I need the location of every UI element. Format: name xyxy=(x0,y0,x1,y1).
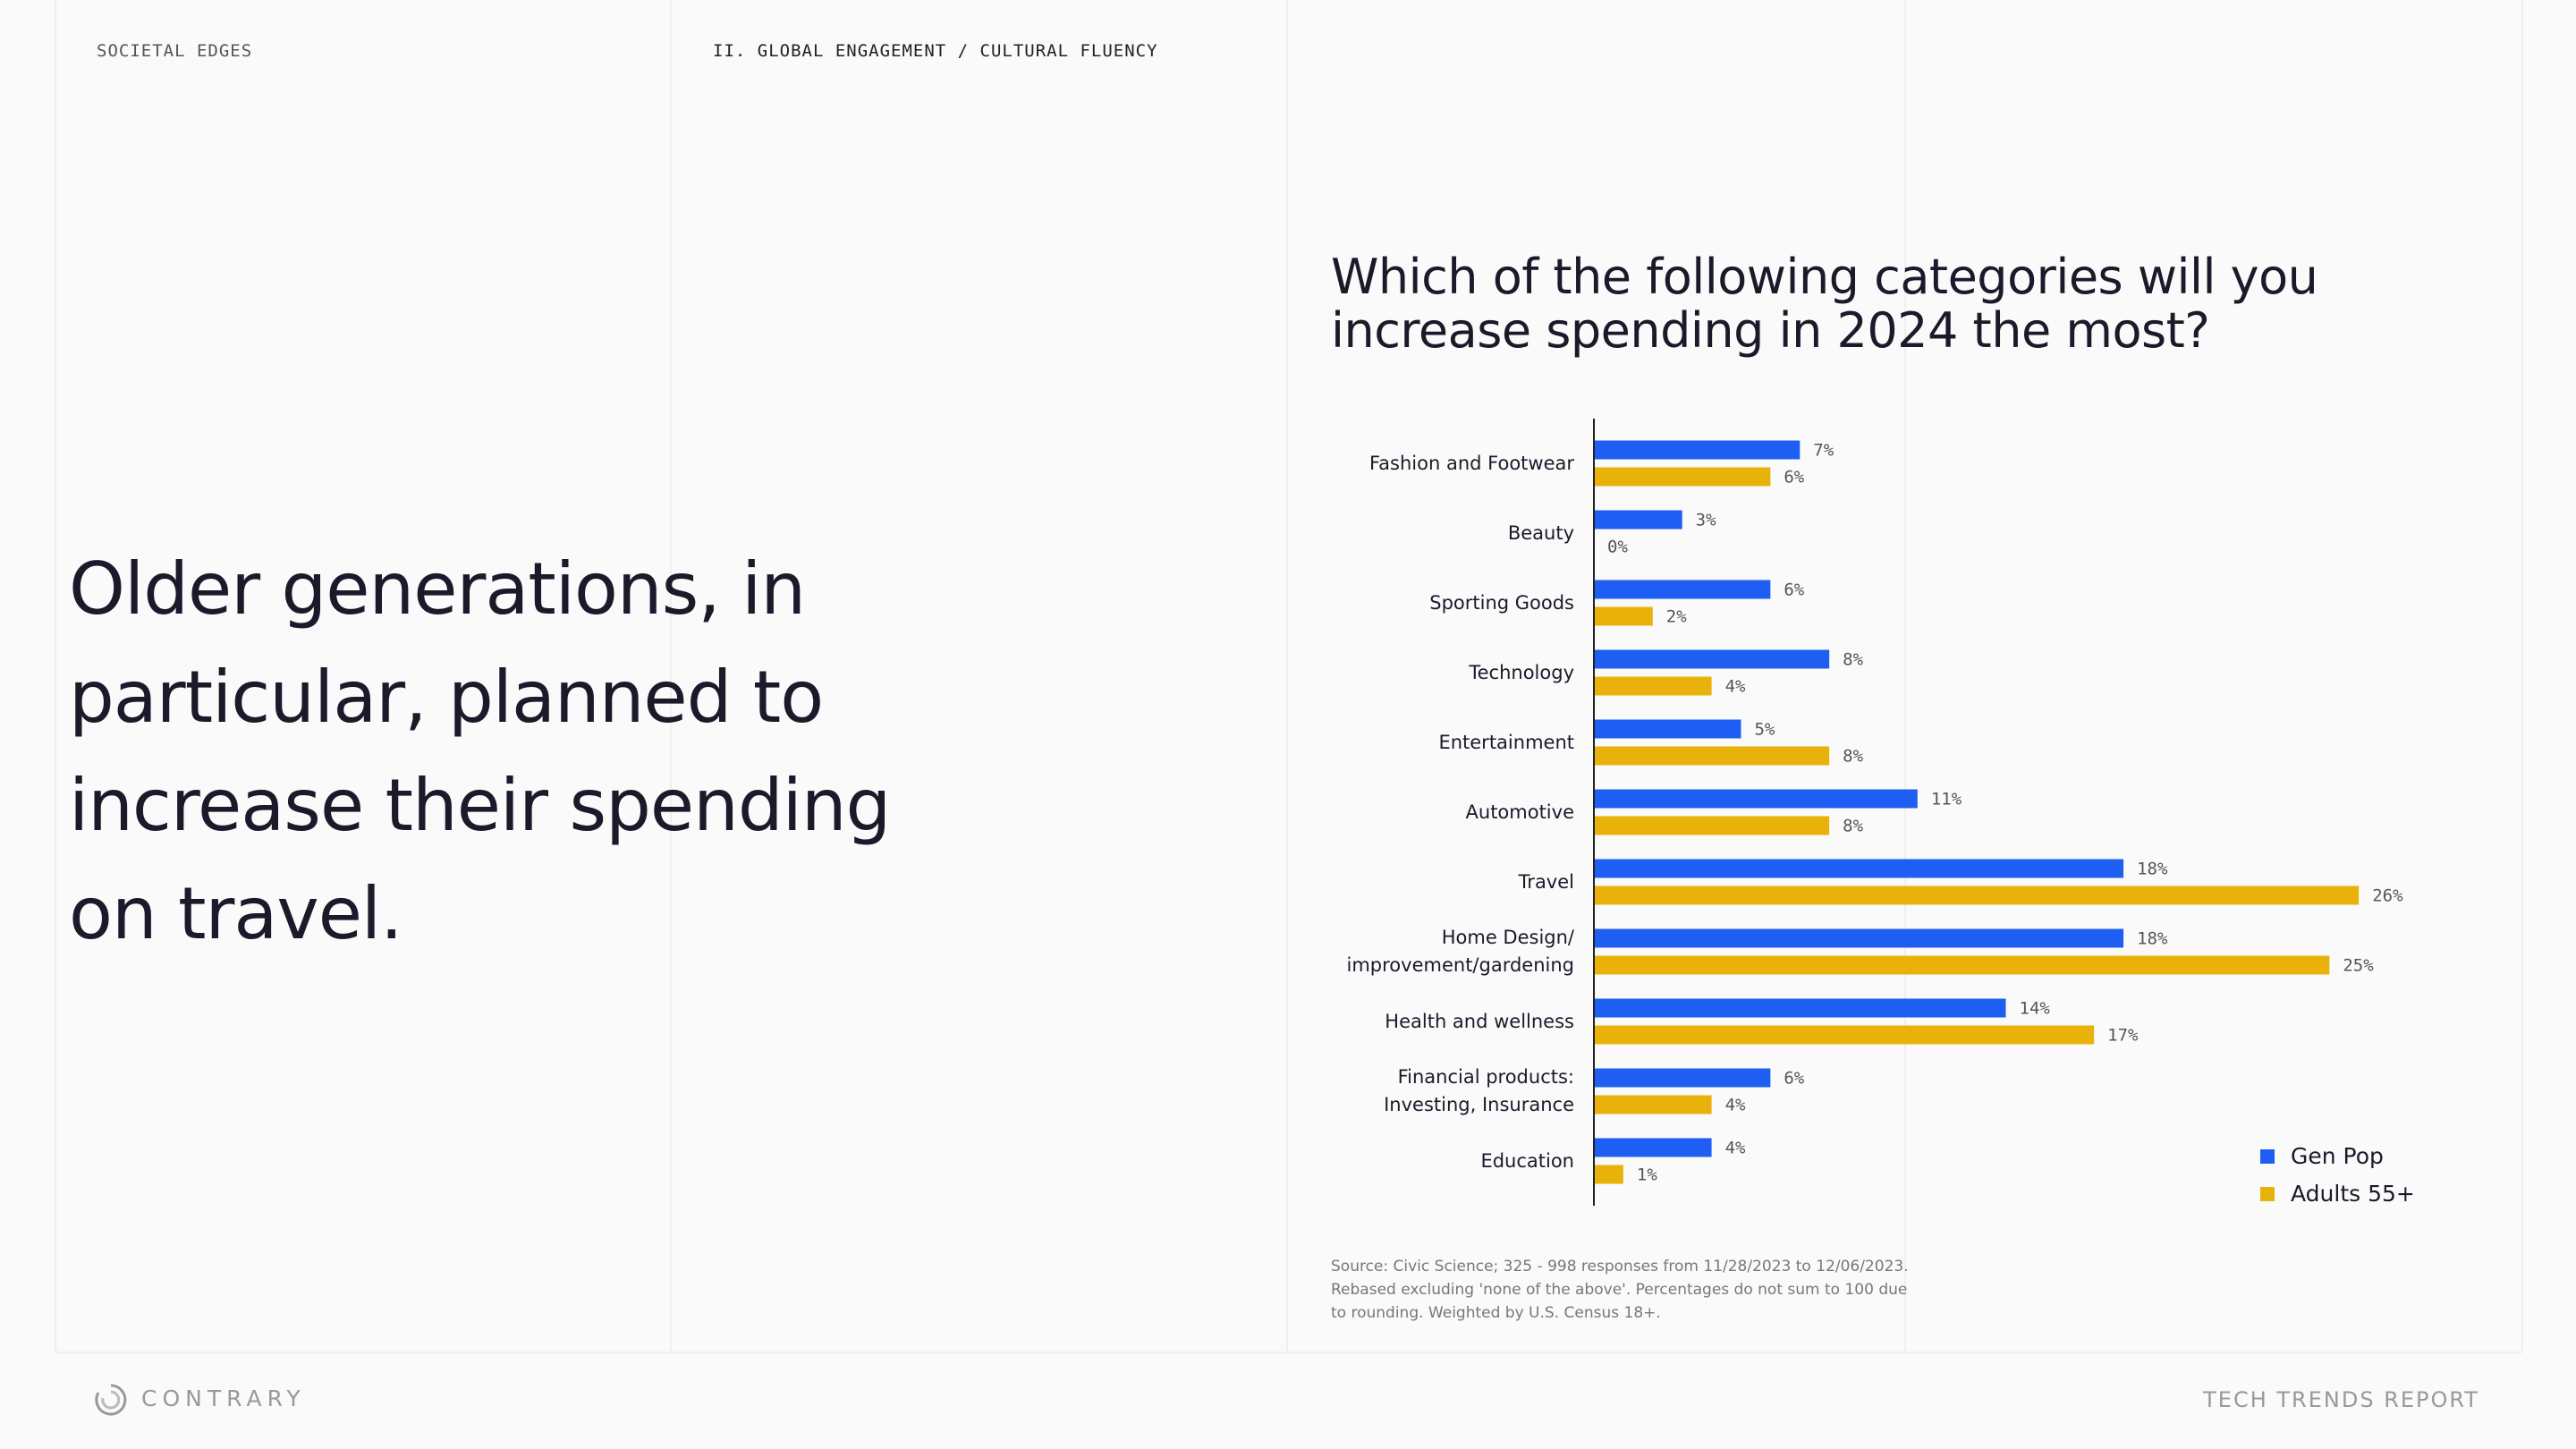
footer-rule xyxy=(55,1352,2521,1353)
value-label: 6% xyxy=(1784,468,1804,487)
source-line: Source: Civic Science; 325 - 998 respons… xyxy=(1331,1258,1909,1275)
category-label: Travel xyxy=(1333,846,1574,918)
value-label: 4% xyxy=(1725,1139,1746,1158)
category-label: Education xyxy=(1333,1125,1574,1197)
category-text: Sporting Goods xyxy=(1429,591,1574,614)
category-label: Entertainment xyxy=(1333,707,1574,778)
bar xyxy=(1594,676,1712,696)
headline-line: increase their spending xyxy=(69,764,891,847)
chapter-label: II. GLOBAL ENGAGEMENT / CULTURAL FLUENCY xyxy=(713,41,1158,61)
value-label: 1% xyxy=(1637,1165,1657,1185)
headline-line: Older generations, in xyxy=(69,547,806,631)
value-label: 8% xyxy=(1843,747,1863,767)
bar xyxy=(1594,928,2124,948)
bar xyxy=(1594,1165,1623,1184)
chart-title: Which of the following categories will y… xyxy=(1331,249,2318,359)
value-label: 3% xyxy=(1696,511,1716,530)
category-text: Financial products: Investing, Insurance xyxy=(1384,1066,1574,1115)
category-label: Home Design/ improvement/gardening xyxy=(1333,916,1574,987)
bar xyxy=(1594,1095,1712,1114)
value-label: 17% xyxy=(2107,1026,2139,1046)
value-label: 26% xyxy=(2372,886,2403,906)
bar xyxy=(1594,467,1771,487)
bar xyxy=(1594,816,1830,835)
column-line xyxy=(670,0,672,1352)
bar xyxy=(1594,440,1801,460)
category-label: Health and wellness xyxy=(1333,986,1574,1057)
category-label: Financial products: Investing, Insurance xyxy=(1333,1055,1574,1127)
bar xyxy=(1594,510,1682,530)
column-line xyxy=(55,0,56,1352)
report-name: TECH TRENDS REPORT xyxy=(2203,1387,2479,1412)
headline-line: on travel. xyxy=(69,872,403,955)
section-label: SOCIETAL EDGES xyxy=(97,41,253,61)
category-text: Fashion and Footwear xyxy=(1369,452,1574,474)
value-label: 14% xyxy=(2020,999,2051,1019)
value-label: 25% xyxy=(2343,956,2374,976)
brand: CONTRARY xyxy=(141,1385,306,1411)
legend-label: Adults 55+ xyxy=(2291,1181,2415,1207)
source: Source: Civic Science; 325 - 998 respons… xyxy=(1331,1255,1909,1325)
value-label: 4% xyxy=(1725,677,1746,697)
bar xyxy=(1594,1025,2095,1045)
bar xyxy=(1594,955,2330,975)
value-label: 18% xyxy=(2137,929,2168,949)
column-line xyxy=(2521,0,2523,1352)
bar xyxy=(1594,859,2124,878)
category-label: Fashion and Footwear xyxy=(1333,428,1574,499)
category-text: Automotive xyxy=(1465,801,1574,823)
category-text: Education xyxy=(1480,1149,1574,1172)
column-line xyxy=(1904,0,1906,1352)
value-label: 2% xyxy=(1666,607,1687,627)
bar xyxy=(1594,719,1741,739)
category-label: Sporting Goods xyxy=(1333,567,1574,639)
category-text: Health and wellness xyxy=(1385,1010,1574,1032)
value-label: 7% xyxy=(1813,441,1834,461)
headline: Older generations, in particular, planne… xyxy=(69,535,891,968)
category-text: Home Design/ improvement/gardening xyxy=(1346,927,1574,976)
value-label: 6% xyxy=(1784,580,1804,600)
value-label: 4% xyxy=(1725,1096,1746,1115)
legend-label: Gen Pop xyxy=(2291,1143,2384,1169)
logo-icon xyxy=(95,1384,127,1416)
value-label: 8% xyxy=(1843,817,1863,836)
column-line xyxy=(1286,0,1288,1352)
bar xyxy=(1594,746,1830,766)
value-label: 11% xyxy=(1931,790,1962,809)
bar xyxy=(1594,606,1653,626)
value-label: 18% xyxy=(2137,860,2168,879)
bar xyxy=(1594,1068,1771,1088)
bar xyxy=(1594,580,1771,599)
bar xyxy=(1594,998,2006,1018)
bar xyxy=(1594,789,1918,809)
category-label: Technology xyxy=(1333,637,1574,708)
value-label: 0% xyxy=(1607,538,1628,557)
source-line: to rounding. Weighted by U.S. Census 18+… xyxy=(1331,1304,1661,1322)
category-text: Technology xyxy=(1469,661,1574,683)
legend-swatch xyxy=(2260,1149,2275,1164)
bar xyxy=(1594,1138,1712,1157)
source-line: Rebased excluding 'none of the above'. P… xyxy=(1331,1281,1908,1299)
category-label: Beauty xyxy=(1333,497,1574,569)
value-label: 8% xyxy=(1843,650,1863,670)
legend-swatch xyxy=(2260,1187,2275,1201)
value-label: 6% xyxy=(1784,1069,1804,1089)
category-text: Entertainment xyxy=(1438,731,1574,753)
category-text: Beauty xyxy=(1507,521,1574,544)
category-text: Travel xyxy=(1518,870,1574,893)
category-label: Automotive xyxy=(1333,776,1574,848)
bar xyxy=(1594,886,2360,905)
bar xyxy=(1594,649,1830,669)
headline-line: particular, planned to xyxy=(69,656,824,739)
value-label: 5% xyxy=(1754,720,1775,740)
